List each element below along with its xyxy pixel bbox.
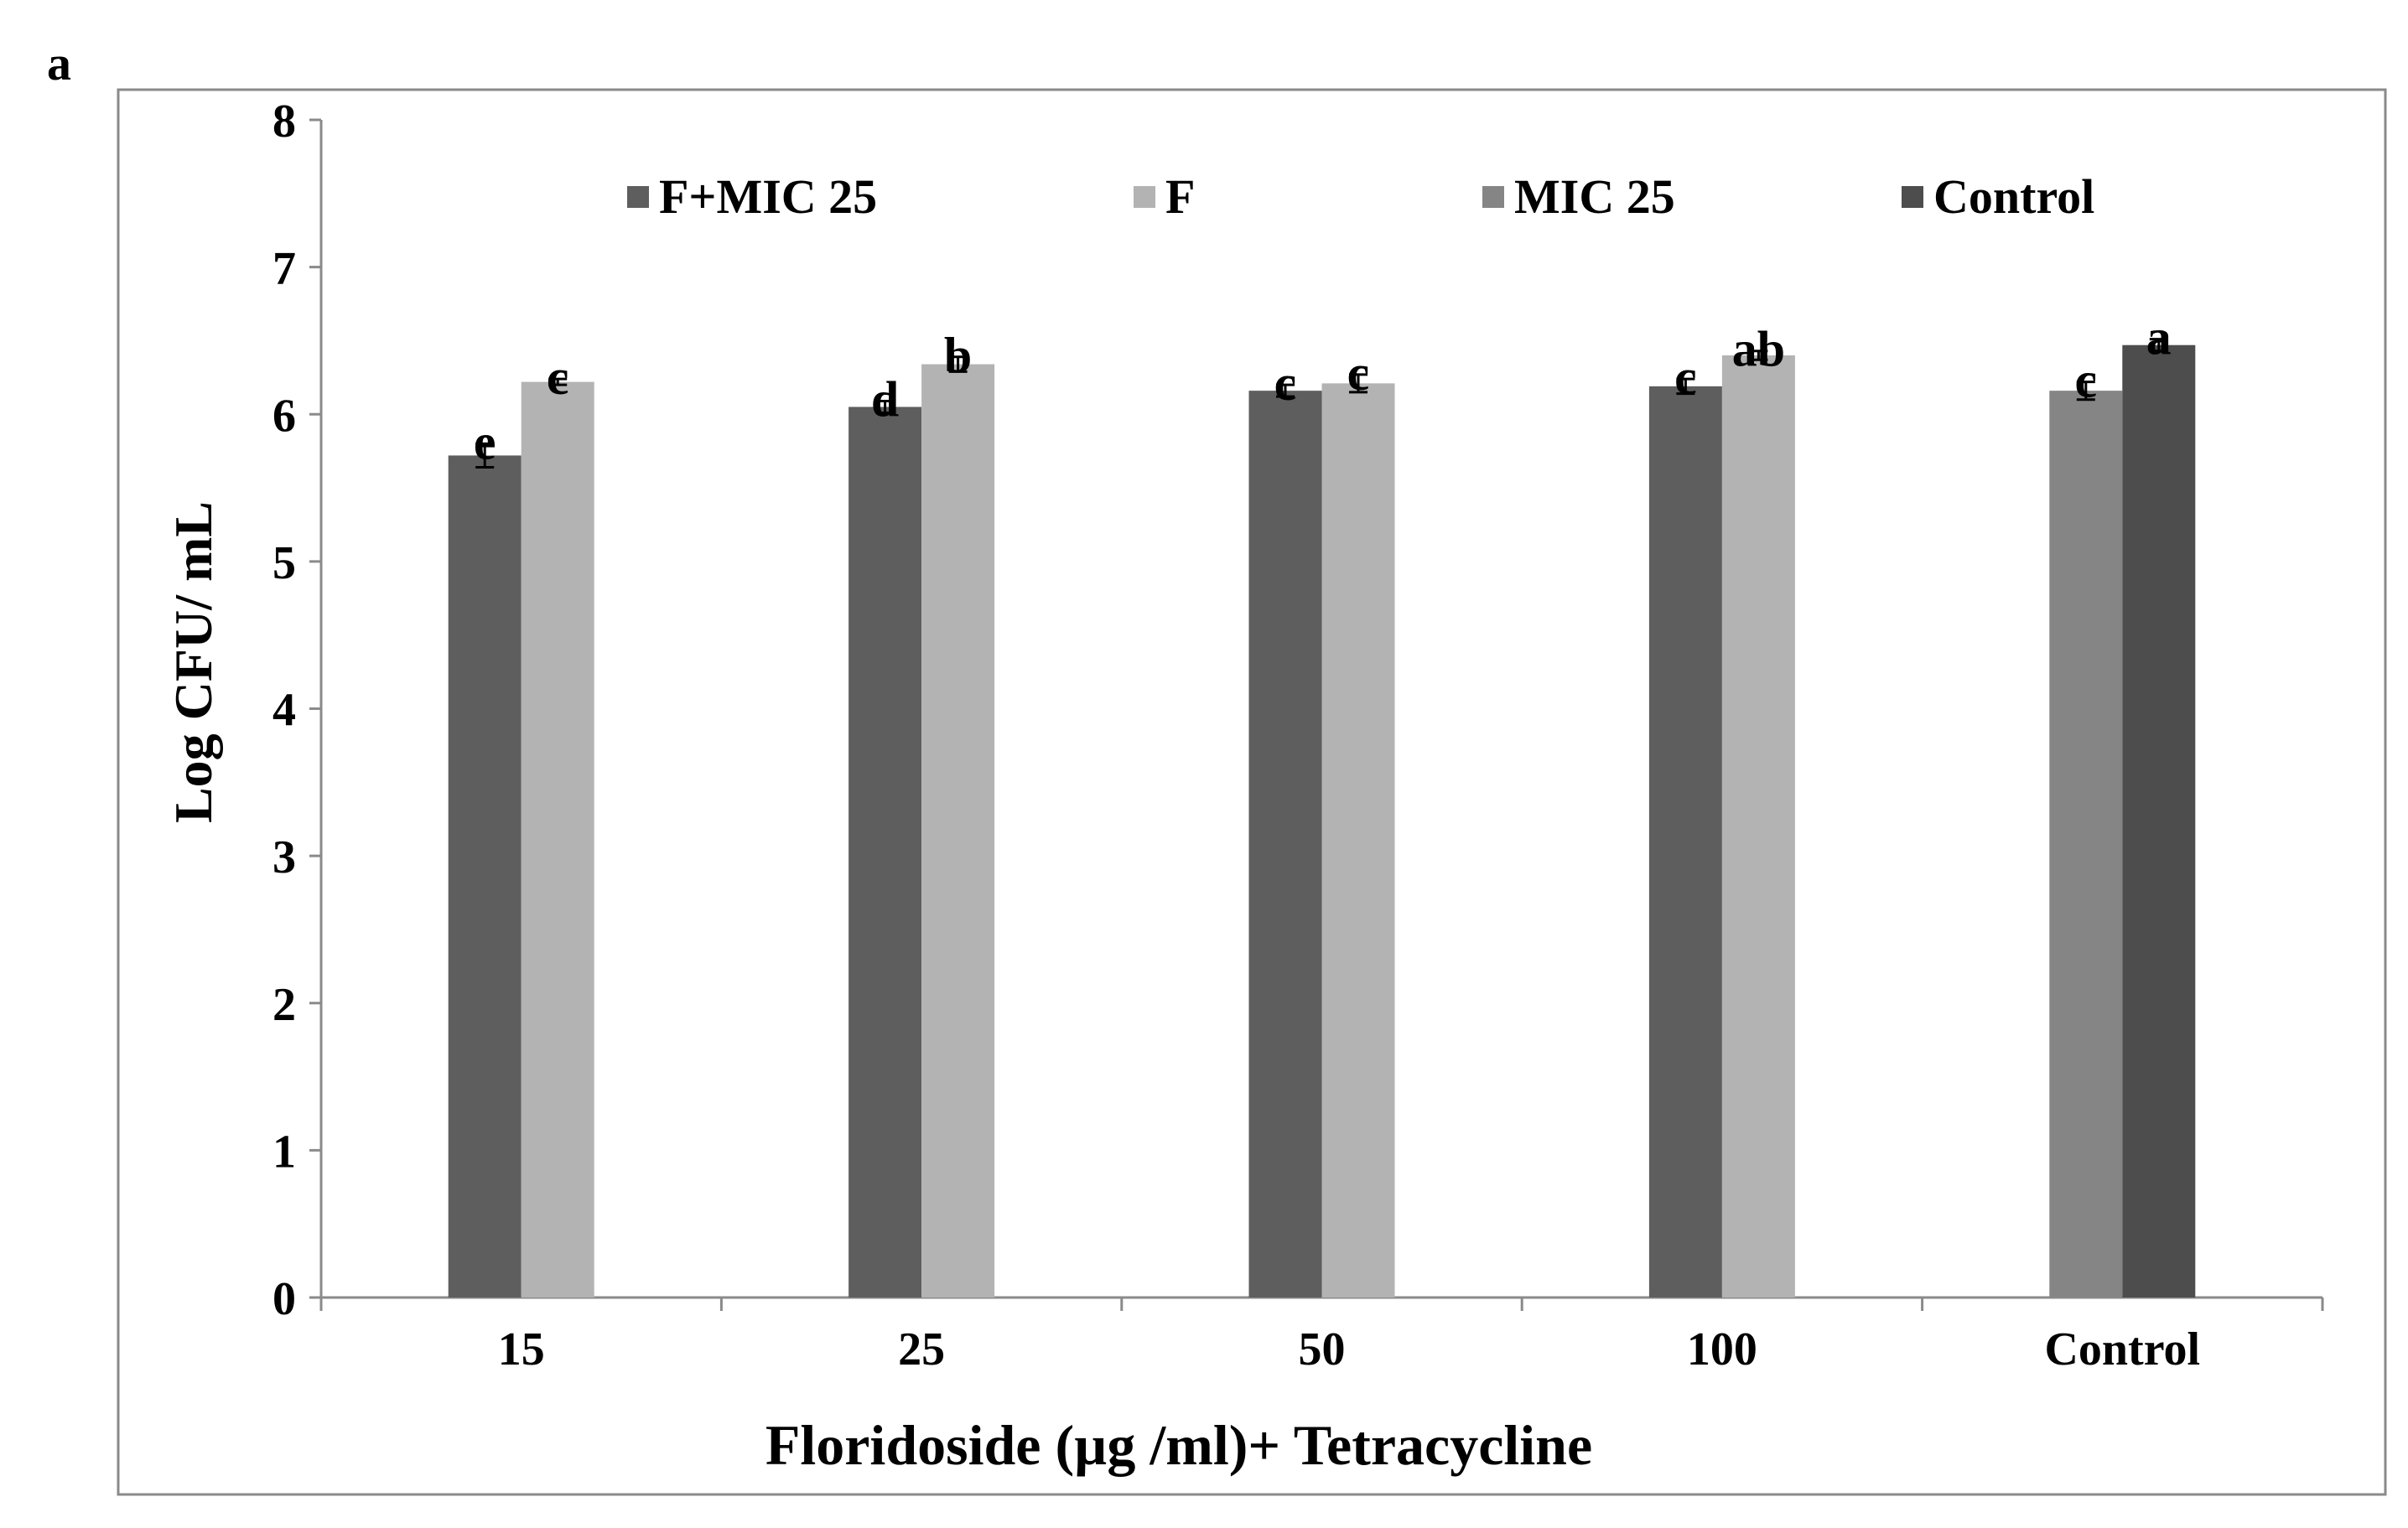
significance-label: c: [1674, 350, 1697, 405]
y-tick-label: 6: [272, 390, 296, 442]
legend-swatch-f-mic-25: [627, 186, 649, 208]
y-tick-label: 0: [272, 1273, 296, 1325]
significance-label: a: [2146, 310, 2172, 365]
y-tick-label: 4: [272, 685, 296, 737]
bar-f-mic-25-100: [1648, 386, 1722, 1298]
x-axis: 15 25 50 100 Control: [319, 1296, 2324, 1375]
legend-swatch-mic-25: [1482, 186, 1504, 208]
significance-label: c: [547, 350, 569, 405]
panel-label: a: [47, 36, 71, 91]
legend-swatch-f: [1134, 186, 1155, 208]
y-tick-label: 8: [272, 96, 296, 148]
x-tick-label-15: 15: [498, 1323, 545, 1375]
y-tick-label: 3: [272, 831, 296, 883]
chart-frame: [117, 88, 2387, 1496]
significance-label: c: [1347, 345, 1370, 401]
y-axis: 0 1 2 3 4 5 6 7 8: [272, 96, 323, 1325]
significance-label: e: [474, 414, 496, 469]
y-tick-label: 5: [272, 537, 296, 589]
y-tick-label: 1: [272, 1126, 296, 1178]
y-tick-label: 2: [272, 979, 296, 1031]
legend: F+MIC 25 F MIC 25 Control: [627, 169, 2094, 224]
legend-label-f: F: [1165, 169, 1195, 224]
bar-f-mic-25-25: [849, 407, 922, 1298]
bar-f-mic-25-50: [1248, 391, 1322, 1298]
significance-label: c: [1274, 355, 1297, 411]
x-tick-label-50: 50: [1299, 1323, 1346, 1375]
legend-label-mic-25: MIC 25: [1514, 169, 1675, 224]
x-tick-label-control: Control: [2044, 1323, 2200, 1375]
legend-swatch-control: [1902, 186, 1923, 208]
x-axis-title: Floridoside (µg /ml)+ Tetracycline: [765, 1413, 1592, 1477]
bar-f-100: [1721, 355, 1795, 1298]
significance-label: c: [2074, 353, 2097, 408]
y-axis-title: Log CFU/ mL: [163, 501, 223, 823]
bar-mic-25-control: [2049, 391, 2123, 1298]
significance-label: d: [871, 371, 899, 427]
x-tick-label-100: 100: [1687, 1323, 1757, 1375]
x-tick-label-25: 25: [898, 1323, 945, 1375]
bar-f-50: [1321, 383, 1395, 1298]
significance-label: ab: [1732, 322, 1785, 377]
legend-label-f-mic-25: F+MIC 25: [659, 169, 877, 224]
significance-label: b: [944, 328, 972, 383]
bar-f-15: [521, 381, 594, 1298]
bar-f-25: [921, 364, 995, 1298]
bar-f-mic-25-15: [448, 455, 522, 1298]
bar-control-control: [2122, 344, 2196, 1298]
y-tick-label: 7: [272, 243, 296, 295]
legend-label-control: Control: [1933, 169, 2094, 224]
